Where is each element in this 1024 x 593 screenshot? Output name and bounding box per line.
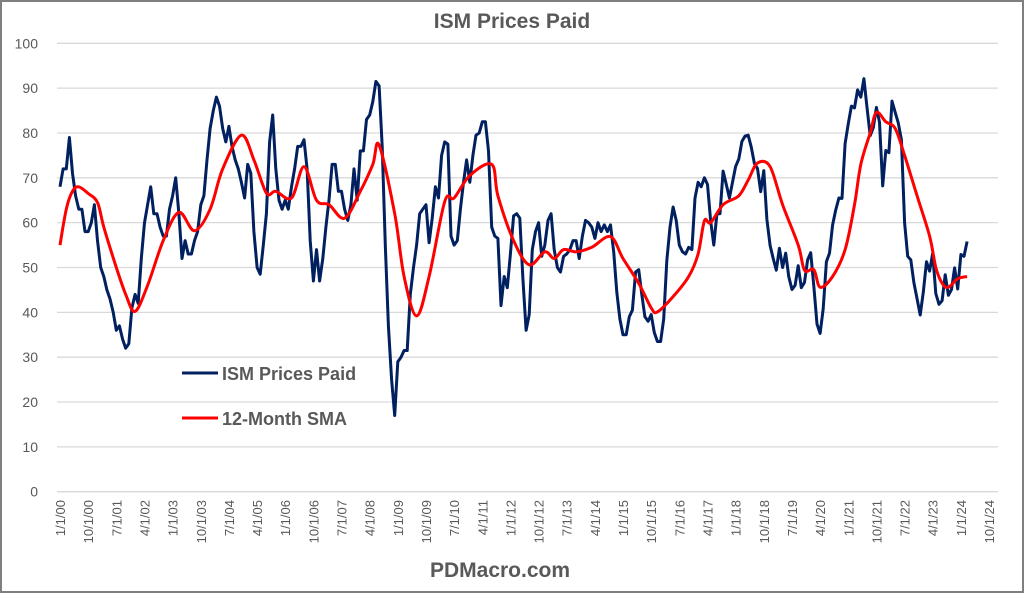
x-tick-label: 1/1/06 <box>278 500 293 536</box>
x-tick-label: 4/1/17 <box>700 500 715 536</box>
y-tick-label: 80 <box>22 125 38 141</box>
y-tick-label: 100 <box>15 35 39 51</box>
x-tick-label: 1/1/12 <box>503 500 518 536</box>
x-tick-label: 10/1/09 <box>419 500 434 543</box>
x-tick-label: 7/1/19 <box>785 500 800 536</box>
legend-item-ism: ISM Prices Paid <box>182 364 356 384</box>
y-tick-label: 60 <box>22 215 38 231</box>
x-tick-label: 10/1/00 <box>81 500 96 543</box>
x-tick-label: 4/1/08 <box>363 500 378 536</box>
x-tick-label: 7/1/10 <box>447 500 462 536</box>
x-tick-label: 7/1/13 <box>560 500 575 536</box>
x-tick-label: 4/1/14 <box>588 500 603 536</box>
x-tick-label: 7/1/04 <box>222 500 237 536</box>
x-tick-label: 7/1/01 <box>109 500 124 536</box>
gridlines <box>57 42 998 493</box>
x-tick-label: 4/1/05 <box>250 500 265 536</box>
x-tick-label: 1/1/09 <box>391 500 406 536</box>
x-tick-label: 4/1/23 <box>926 500 941 536</box>
x-tick-label: 4/1/02 <box>137 500 152 536</box>
x-tick-label: 10/1/12 <box>532 500 547 543</box>
legend-label-ism: ISM Prices Paid <box>222 364 356 384</box>
legend: ISM Prices Paid 12-Month SMA <box>182 364 356 429</box>
legend-label-sma: 12-Month SMA <box>222 409 347 429</box>
x-tick-label: 10/1/21 <box>869 500 884 543</box>
x-tick-label: 7/1/22 <box>898 500 913 536</box>
y-tick-label: 20 <box>22 394 38 410</box>
footer-source: PDMacro.com <box>430 559 570 582</box>
x-tick-label: 7/1/07 <box>335 500 350 536</box>
y-tick-label: 50 <box>22 260 38 276</box>
x-tick-label: 10/1/18 <box>757 500 772 543</box>
x-tick-label: 1/1/24 <box>954 500 969 536</box>
x-tick-label: 10/1/06 <box>306 500 321 543</box>
y-tick-label: 30 <box>22 349 38 365</box>
x-tick-label: 1/1/21 <box>841 500 856 536</box>
series-lines <box>58 77 969 417</box>
x-tick-label: 1/1/18 <box>729 500 744 536</box>
series-line-12-month-sma <box>58 110 968 318</box>
x-axis-ticks: 1/1/00 10/1/00 7/1/01 4/1/02 1/1/03 10/1/03 7/… <box>53 500 997 543</box>
legend-item-sma: 12-Month SMA <box>182 409 347 429</box>
x-tick-label: 4/1/11 <box>475 500 490 535</box>
x-tick-label: 1/1/00 <box>53 500 68 536</box>
chart-title: ISM Prices Paid <box>434 10 590 33</box>
y-tick-label: 0 <box>30 484 38 500</box>
x-tick-label: 1/1/15 <box>616 500 631 536</box>
x-tick-label: 10/1/15 <box>644 500 659 543</box>
x-tick-label: 4/1/20 <box>813 500 828 536</box>
x-tick-label: 7/1/16 <box>672 500 687 536</box>
x-tick-label: 10/1/24 <box>982 500 997 543</box>
x-tick-label: 10/1/03 <box>194 500 209 543</box>
y-tick-label: 10 <box>22 439 38 455</box>
y-tick-label: 70 <box>22 170 38 186</box>
y-tick-label: 40 <box>22 304 38 320</box>
y-tick-label: 90 <box>22 80 38 96</box>
x-tick-label: 1/1/03 <box>166 500 181 536</box>
y-axis-ticks: 0 10 20 30 40 50 60 70 80 90 100 <box>15 35 39 499</box>
series-line-ism-prices-paid <box>58 77 969 417</box>
